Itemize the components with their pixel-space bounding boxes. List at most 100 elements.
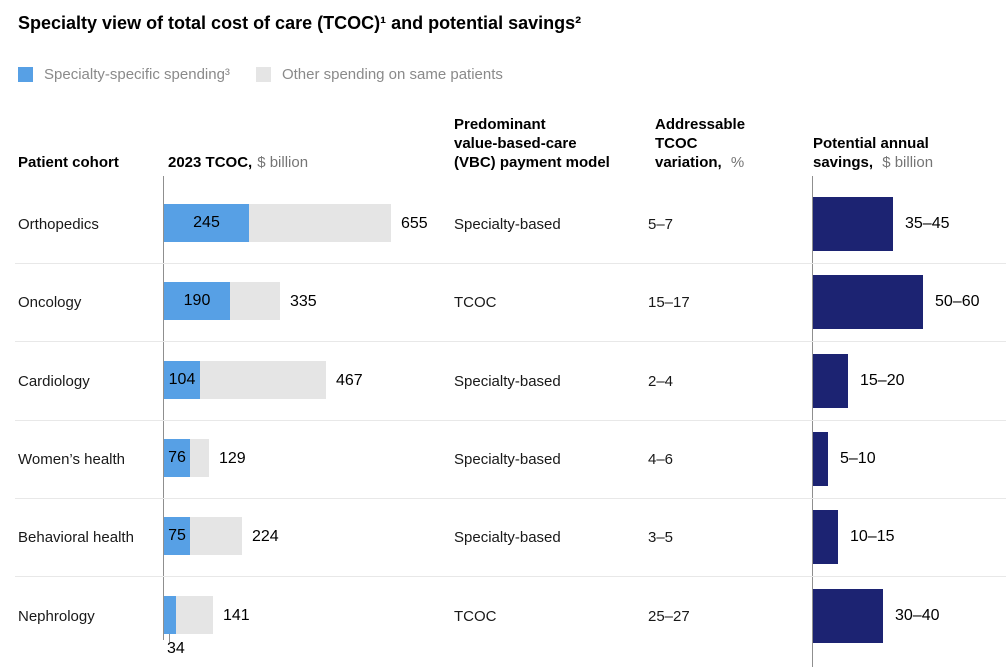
tcoc-total-label: 141 <box>223 607 250 624</box>
savings-range-label: 5–10 <box>840 450 876 467</box>
vbc-header-line3: (VBC) payment model <box>454 154 610 171</box>
savings-range-label: 30–40 <box>895 607 940 624</box>
savings-bar <box>813 510 838 564</box>
vbc-header-line2: value-based-care <box>454 135 577 152</box>
table-row-oncology: Oncology 190 335 TCOC 15–17 50–60 <box>0 263 1006 341</box>
table-row-cardiology: Cardiology 104 467 Specialty-based 2–4 1… <box>0 342 1006 420</box>
savings-bar <box>813 432 828 486</box>
other-spending-bar <box>190 517 242 555</box>
vbc-model-value: TCOC <box>454 607 497 625</box>
variation-value: 2–4 <box>648 372 674 390</box>
variation-header-line2: TCOC <box>655 135 698 152</box>
variation-header-bold: variation, <box>655 154 722 171</box>
savings-header-line1: Potential annual <box>813 135 929 152</box>
legend-item-other: Other spending on same patients <box>255 66 503 83</box>
specialty-spending-bar: 190 <box>164 282 230 320</box>
row-separator <box>15 576 1006 577</box>
table-row-womens-health: Women’s health 76 129 Specialty-based 4–… <box>0 420 1006 498</box>
vbc-model-value: Specialty-based <box>454 450 561 468</box>
cohort-label: Nephrology <box>18 607 95 625</box>
variation-value: 4–6 <box>648 450 674 468</box>
vbc-model-value: Specialty-based <box>454 372 561 390</box>
tcoc-total-label: 467 <box>336 372 363 389</box>
savings-range-label: 35–45 <box>905 215 950 232</box>
savings-range-label: 10–15 <box>850 528 895 545</box>
cohort-label: Behavioral health <box>18 528 134 546</box>
variation-header-line3: variation, % <box>655 153 745 172</box>
tcoc-bar-group <box>164 596 213 634</box>
savings-bar <box>813 275 923 329</box>
variation-value: 5–7 <box>648 215 674 233</box>
specialty-spending-bar: 76 <box>164 439 190 477</box>
column-header-variation: Addressable TCOC variation, % <box>655 105 745 172</box>
vbc-model-value: Specialty-based <box>454 528 561 546</box>
legend-item-specialty: Specialty-specific spending³ <box>18 66 230 83</box>
tcoc-bar-group: 75 <box>164 517 242 555</box>
bar-value-label: 190 <box>183 292 211 309</box>
specialty-spending-bar <box>164 596 176 634</box>
tcoc-axis-line <box>163 176 164 640</box>
table-row-orthopedics: Orthopedics 245 655 Specialty-based 5–7 … <box>0 185 1006 263</box>
bar-value-label: 34 <box>167 640 185 657</box>
row-separator <box>15 263 1006 264</box>
savings-bar <box>813 197 893 251</box>
savings-header-unit: $ billion <box>882 154 934 171</box>
tcoc-bar-group: 245 <box>164 204 391 242</box>
variation-value: 15–17 <box>648 293 690 311</box>
other-spending-bar <box>249 204 391 242</box>
column-header-vbc: Predominant value-based-care (VBC) payme… <box>454 105 610 172</box>
tcoc-total-label: 655 <box>401 215 428 232</box>
bar-value-label: 245 <box>193 214 220 231</box>
savings-bar <box>813 354 848 408</box>
legend-swatch-blue-icon <box>18 67 33 82</box>
column-header-tcoc-bold: 2023 TCOC, <box>168 154 253 171</box>
specialty-spending-bar: 104 <box>164 361 200 399</box>
specialty-spending-bar: 245 <box>164 204 249 242</box>
cohort-label: Cardiology <box>18 372 90 390</box>
savings-bar <box>813 589 883 643</box>
tcoc-bar-group: 190 <box>164 282 280 320</box>
vbc-model-value: TCOC <box>454 293 497 311</box>
other-spending-bar <box>230 282 280 320</box>
legend-label: Specialty-specific spending³ <box>44 66 230 83</box>
bar-value-label: 75 <box>168 527 186 544</box>
column-header-savings: Potential annual savings, $ billion <box>813 105 933 172</box>
legend-label: Other spending on same patients <box>281 66 503 83</box>
variation-value: 25–27 <box>648 607 690 625</box>
table-row-behavioral-health: Behavioral health 75 224 Specialty-based… <box>0 498 1006 576</box>
legend-swatch-gray-icon <box>255 67 271 82</box>
row-separator <box>15 498 1006 499</box>
specialty-spending-bar: 75 <box>164 517 190 555</box>
tcoc-total-label: 335 <box>290 293 317 310</box>
row-separator <box>15 341 1006 342</box>
tcoc-bar-group: 76 <box>164 439 209 477</box>
variation-header-unit: % <box>730 154 745 171</box>
tcoc-total-label: 129 <box>219 450 246 467</box>
page-title: Specialty view of total cost of care (TC… <box>18 13 582 33</box>
cohort-label: Women’s health <box>18 450 126 468</box>
other-spending-bar <box>176 596 213 634</box>
vbc-model-value: Specialty-based <box>454 215 561 233</box>
column-header-patient-cohort: Patient cohort <box>18 154 119 171</box>
other-spending-bar <box>200 361 326 399</box>
savings-range-label: 15–20 <box>860 372 905 389</box>
savings-header-line2: savings, $ billion <box>813 153 933 172</box>
cohort-label: Oncology <box>18 293 82 311</box>
tcoc-total-label: 224 <box>252 528 279 545</box>
tcoc-bar-group: 104 <box>164 361 326 399</box>
cohort-label: Orthopedics <box>18 215 99 233</box>
variation-header-line1: Addressable <box>655 116 746 133</box>
column-header-tcoc: 2023 TCOC, $ billion <box>168 105 308 172</box>
vbc-header-line1: Predominant <box>454 116 546 133</box>
bar-value-label: 104 <box>168 371 196 388</box>
value-leader-tick <box>169 634 170 642</box>
variation-value: 3–5 <box>648 528 674 546</box>
column-header-tcoc-unit: $ billion <box>257 154 309 171</box>
bar-value-label: 76 <box>168 449 186 466</box>
savings-axis-line <box>812 176 813 667</box>
other-spending-bar <box>190 439 209 477</box>
legend: Specialty-specific spending³ Other spend… <box>18 66 503 83</box>
savings-range-label: 50–60 <box>935 293 980 310</box>
savings-header-bold: savings, <box>813 154 874 171</box>
